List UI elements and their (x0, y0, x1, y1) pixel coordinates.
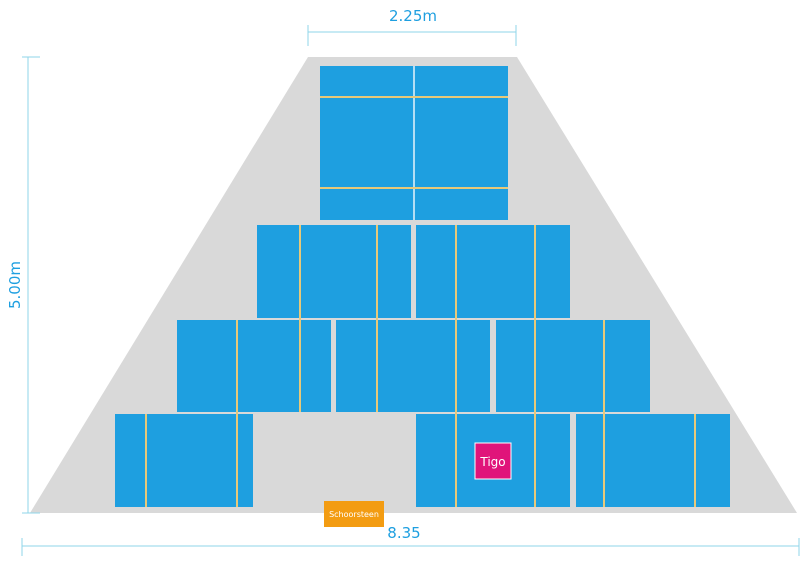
panel-group (320, 66, 508, 220)
panel (177, 320, 331, 412)
tigo-box (474, 442, 512, 480)
dim-label: 8.35 (387, 524, 420, 542)
panel-row (177, 320, 650, 412)
dimension-top: 2.25m (307, 7, 517, 46)
panel (416, 225, 570, 318)
tigo-label: Tigo (479, 455, 505, 469)
dimension-left: 5.00m (6, 56, 40, 514)
dim-label: 5.00m (6, 261, 24, 309)
panel (496, 320, 650, 412)
panel (257, 225, 411, 318)
chimney-box (324, 501, 384, 527)
panel (336, 320, 490, 412)
panel (115, 414, 253, 507)
dimension-bottom: 8.35 (21, 524, 800, 556)
panel-row (257, 225, 570, 318)
panel (576, 414, 730, 507)
rails (145, 225, 696, 507)
chimney-label: Schoorsteen (329, 510, 379, 519)
dim-label: 2.25m (389, 7, 437, 25)
panel-row (115, 414, 730, 507)
